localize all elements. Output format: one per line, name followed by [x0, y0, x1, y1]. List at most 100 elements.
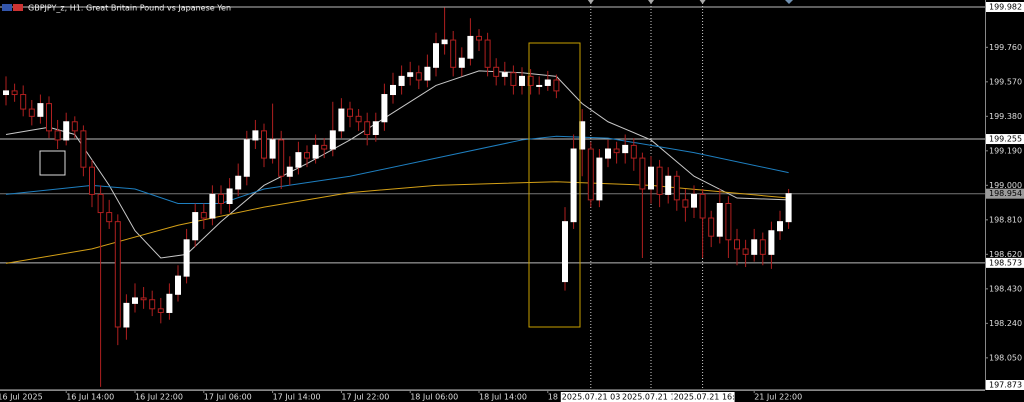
candle-body — [613, 148, 620, 154]
candle-body — [691, 193, 697, 208]
vline-marker — [587, 0, 594, 4]
level-label-bg — [986, 257, 1024, 268]
x-tick-label: 16 Jul 2025 — [0, 393, 43, 402]
candle-body — [759, 239, 766, 255]
candle-body — [252, 130, 259, 141]
candle-body — [519, 75, 525, 86]
candle-body — [605, 148, 611, 159]
level-label: 197.873 — [989, 381, 1022, 390]
candle-body — [510, 72, 517, 86]
candle-body — [261, 130, 267, 159]
chart-title: GBPJPY_z, H1: Great Britain Pound vs Jap… — [28, 4, 231, 13]
candle-body — [458, 57, 465, 68]
y-tick-label: 199.190 — [989, 146, 1022, 155]
candle-body — [570, 148, 577, 223]
candle-body — [467, 35, 474, 59]
candle-body — [80, 130, 87, 168]
candle-body — [424, 66, 431, 81]
level-label-bg — [986, 188, 1024, 199]
candle-body — [725, 202, 732, 241]
candle-body — [192, 212, 199, 241]
candle-body — [742, 248, 749, 255]
x-tick-label: 16 Jul 14:00 — [66, 393, 114, 402]
x-tick-label: 17 Jul 22:00 — [341, 393, 389, 402]
candle-body — [734, 239, 740, 250]
candle-body — [433, 43, 439, 68]
candle-body — [355, 115, 362, 123]
candle-body — [218, 193, 224, 204]
candle-body — [716, 202, 723, 237]
level-label: 198.573 — [989, 258, 1022, 267]
level-label: 198.954 — [989, 189, 1022, 198]
candle-body — [235, 175, 242, 190]
candle-body — [699, 193, 706, 219]
candle-body — [381, 94, 388, 123]
candle-body — [768, 230, 775, 255]
candle-body — [493, 66, 500, 77]
candle-body — [209, 193, 216, 219]
x-tick-label: 18 — [548, 393, 558, 402]
rectangle-object — [39, 150, 66, 176]
candle-body — [149, 299, 156, 310]
candle-body — [648, 166, 654, 190]
x-tick-label: 17 Jul 14:00 — [273, 393, 321, 402]
vline-label-bg — [560, 392, 623, 402]
candle-body — [484, 39, 491, 68]
candle-body — [295, 152, 302, 168]
moving-average — [5, 70, 789, 259]
candle-body — [226, 188, 233, 204]
shift-marker — [785, 0, 793, 4]
candle-body — [364, 121, 371, 135]
candle-body — [46, 103, 52, 132]
symbol-icon — [2, 4, 12, 11]
x-tick-label: 21 Jul 22:00 — [754, 393, 802, 402]
candle-body — [587, 148, 594, 201]
vline-marker — [699, 0, 706, 4]
candle-body — [37, 103, 44, 117]
candle-body — [562, 221, 568, 283]
y-tick-label: 199.760 — [989, 43, 1022, 52]
candle-body — [304, 152, 310, 159]
x-tick-label: 17 Jul 06:00 — [204, 393, 252, 402]
candle-body — [656, 166, 663, 195]
x-tick-label: 18 Jul 14:00 — [479, 393, 527, 402]
candle-body — [338, 108, 345, 132]
candle-body — [665, 175, 672, 195]
candle-body — [476, 35, 482, 41]
candle-body — [785, 193, 792, 223]
candle-body — [777, 221, 783, 232]
candle-body — [71, 121, 78, 132]
x-tick-label: 16 Jul 22:00 — [135, 393, 183, 402]
candle-body — [708, 217, 715, 237]
candle-body — [175, 275, 181, 295]
candle-body — [106, 212, 113, 223]
vline-label: 2025.07.21 03:00 — [562, 393, 633, 402]
vline-label: 2025.07.21 16:00 — [674, 393, 745, 402]
candle-body — [200, 212, 207, 219]
candle-body — [11, 90, 18, 96]
candle-body — [390, 84, 396, 96]
y-tick-label: 198.430 — [989, 284, 1022, 293]
plot-area — [0, 0, 985, 391]
vline-label-bg — [621, 392, 683, 402]
vline-marker — [648, 0, 654, 4]
candle-body — [114, 221, 121, 328]
y-tick-label: 198.620 — [989, 250, 1022, 259]
level-label-bg — [986, 134, 1024, 145]
candle-body — [329, 130, 336, 150]
moving-average — [5, 135, 789, 204]
candle-body — [166, 293, 173, 313]
candle-body — [183, 239, 190, 277]
candle-body — [321, 144, 328, 150]
level-label: 199.255 — [989, 135, 1022, 144]
vline-label-bg — [672, 392, 735, 402]
candle-body — [286, 166, 293, 177]
candle-body — [89, 166, 95, 195]
candle-body — [441, 39, 448, 45]
candle-body — [269, 139, 276, 159]
candle-body — [682, 199, 689, 208]
candle-body — [28, 108, 35, 117]
